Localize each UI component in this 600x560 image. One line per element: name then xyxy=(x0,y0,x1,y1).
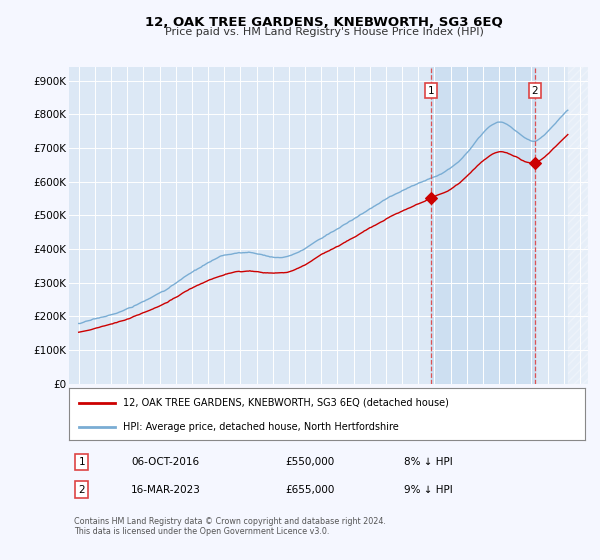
Bar xyxy=(431,67,535,384)
Text: 06-OCT-2016: 06-OCT-2016 xyxy=(131,457,199,467)
Text: Contains HM Land Registry data © Crown copyright and database right 2024.
This d: Contains HM Land Registry data © Crown c… xyxy=(74,517,386,536)
Text: £655,000: £655,000 xyxy=(286,484,335,494)
Text: 16-MAR-2023: 16-MAR-2023 xyxy=(131,484,201,494)
Text: 1: 1 xyxy=(79,457,85,467)
Point xyxy=(426,194,436,203)
Point xyxy=(530,158,539,167)
Text: 1: 1 xyxy=(427,86,434,96)
Text: Price paid vs. HM Land Registry's House Price Index (HPI): Price paid vs. HM Land Registry's House … xyxy=(164,27,484,37)
Text: 12, OAK TREE GARDENS, KNEBWORTH, SG3 6EQ (detached house): 12, OAK TREE GARDENS, KNEBWORTH, SG3 6EQ… xyxy=(123,398,449,408)
Text: HPI: Average price, detached house, North Hertfordshire: HPI: Average price, detached house, Nort… xyxy=(123,422,399,432)
Text: 8% ↓ HPI: 8% ↓ HPI xyxy=(404,457,453,467)
Text: 9% ↓ HPI: 9% ↓ HPI xyxy=(404,484,453,494)
Text: 2: 2 xyxy=(532,86,538,96)
Text: 2: 2 xyxy=(79,484,85,494)
Text: 12, OAK TREE GARDENS, KNEBWORTH, SG3 6EQ: 12, OAK TREE GARDENS, KNEBWORTH, SG3 6EQ xyxy=(145,16,503,29)
Bar xyxy=(568,67,588,384)
Text: £550,000: £550,000 xyxy=(286,457,335,467)
